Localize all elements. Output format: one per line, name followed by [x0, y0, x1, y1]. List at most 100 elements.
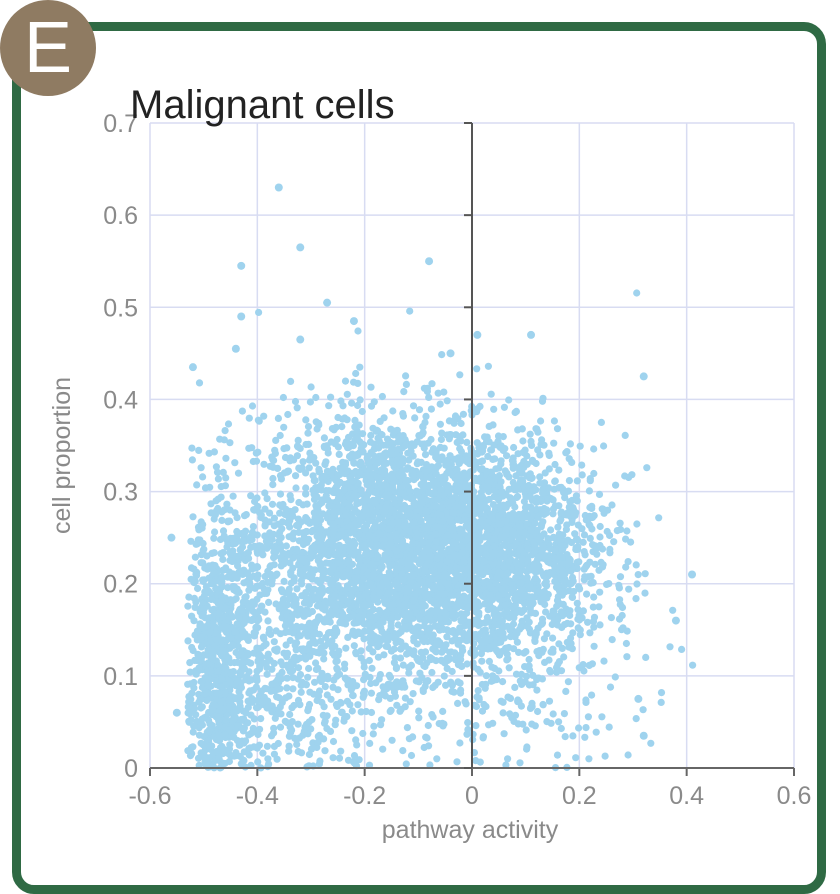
scatter-point — [202, 674, 209, 681]
scatter-point — [522, 447, 529, 454]
scatter-point — [368, 478, 375, 485]
scatter-point — [358, 499, 365, 506]
scatter-point — [367, 384, 374, 391]
scatter-point — [209, 706, 216, 713]
scatter-point — [262, 522, 269, 529]
scatter-point — [242, 528, 249, 535]
scatter-point — [261, 489, 268, 496]
scatter-point — [191, 705, 198, 712]
scatter-point — [349, 543, 356, 550]
scatter-point — [568, 519, 575, 526]
scatter-point — [367, 465, 374, 472]
scatter-point — [342, 378, 349, 385]
scatter-point — [218, 575, 225, 582]
scatter-point — [516, 463, 523, 470]
scatter-point — [488, 514, 495, 521]
scatter-point — [414, 640, 421, 647]
scatter-point — [371, 499, 378, 506]
scatter-point — [378, 452, 385, 459]
scatter-points — [167, 184, 696, 772]
scatter-point — [555, 467, 562, 474]
scatter-point — [271, 561, 278, 568]
scatter-point — [505, 396, 512, 403]
scatter-point — [330, 677, 337, 684]
scatter-point — [376, 438, 383, 445]
scatter-point — [245, 587, 252, 594]
scatter-point — [294, 404, 301, 411]
scatter-point — [292, 472, 299, 479]
scatter-point — [411, 500, 418, 507]
scatter-point — [430, 585, 437, 592]
scatter-point — [402, 442, 409, 449]
scatter-point — [463, 439, 470, 446]
scatter-point — [489, 456, 496, 463]
scatter-point — [476, 602, 483, 609]
scatter-point — [408, 467, 415, 474]
scatter-point — [378, 481, 385, 488]
scatter-point — [188, 644, 195, 651]
scatter-point — [410, 402, 417, 409]
scatter-point — [551, 417, 558, 424]
scatter-point — [389, 737, 396, 744]
scatter-point — [249, 402, 256, 409]
scatter-point — [404, 511, 411, 518]
scatter-point — [298, 580, 305, 587]
scatter-point — [304, 430, 311, 437]
scatter-point — [275, 415, 282, 422]
scatter-point — [311, 679, 318, 686]
scatter-point — [325, 402, 332, 409]
scatter-point — [254, 758, 261, 765]
scatter-point — [206, 727, 213, 734]
scatter-point — [596, 491, 603, 498]
scatter-point — [566, 477, 573, 484]
scatter-point — [506, 664, 513, 671]
scatter-point — [502, 601, 509, 608]
scatter-point — [666, 643, 673, 650]
scatter-point — [367, 432, 374, 439]
scatter-point — [389, 407, 396, 414]
scatter-point — [314, 425, 321, 432]
scatter-point — [328, 514, 335, 521]
scatter-point — [295, 499, 302, 506]
scatter-point — [338, 423, 345, 430]
scatter-point — [433, 502, 440, 509]
scatter-point — [197, 704, 204, 711]
scatter-point — [231, 509, 238, 516]
scatter-point — [280, 445, 287, 452]
scatter-point — [536, 480, 543, 487]
scatter-point — [188, 690, 195, 697]
scatter-point — [226, 741, 233, 748]
scatter-point — [185, 594, 192, 601]
scatter-point — [214, 668, 221, 675]
scatter-point — [324, 712, 331, 719]
scatter-point — [236, 742, 243, 749]
scatter-point — [358, 460, 365, 467]
scatter-point — [230, 540, 237, 547]
scatter-point — [292, 398, 299, 405]
scatter-point — [437, 548, 444, 555]
scatter-point — [480, 520, 487, 527]
scatter-point — [271, 638, 278, 645]
scatter-point — [481, 558, 488, 565]
scatter-point — [367, 439, 374, 446]
scatter-point — [213, 463, 220, 470]
scatter-point — [435, 456, 442, 463]
scatter-point — [234, 575, 241, 582]
scatter-point — [226, 678, 233, 685]
scatter-point — [402, 611, 409, 618]
scatter-point — [479, 465, 486, 472]
scatter-point — [518, 579, 525, 586]
scatter-point — [389, 481, 396, 488]
scatter-point — [221, 731, 228, 738]
scatter-point — [560, 653, 567, 660]
scatter-point — [428, 380, 435, 387]
scatter-point — [586, 487, 593, 494]
scatter-point — [378, 565, 385, 572]
scatter-point — [199, 721, 206, 728]
scatter-point — [350, 459, 357, 466]
scatter-point — [423, 562, 430, 569]
scatter-point — [447, 452, 454, 459]
scatter-point — [421, 419, 428, 426]
scatter-point — [581, 548, 588, 555]
scatter-point — [486, 496, 493, 503]
